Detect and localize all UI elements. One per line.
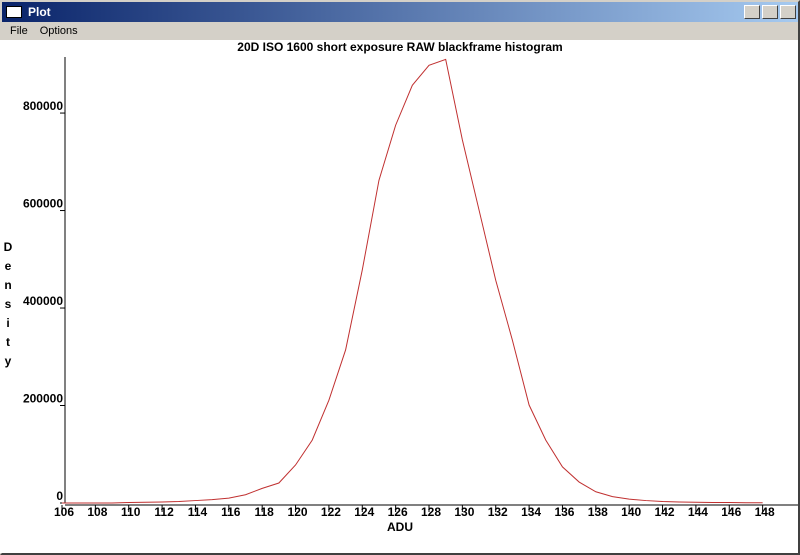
maximize-button[interactable]	[762, 5, 778, 19]
y-tick-label: 200000	[23, 392, 63, 406]
x-tick-label: 138	[588, 505, 608, 519]
window-title: Plot	[28, 5, 51, 19]
y-tick-label: 0	[56, 489, 63, 503]
x-tick-label: 110	[121, 505, 141, 519]
x-tick-label: 144	[688, 505, 708, 519]
x-tick-label: 140	[621, 505, 641, 519]
x-tick-label: 108	[87, 505, 107, 519]
x-tick-label: 148	[755, 505, 775, 519]
menu-file[interactable]: File	[10, 25, 28, 37]
x-tick-label: 120	[288, 505, 308, 519]
y-tick-label: 800000	[23, 99, 63, 113]
minimize-button[interactable]	[744, 5, 760, 19]
chart: 20D ISO 1600 short exposure RAW blackfra…	[0, 40, 798, 553]
close-button[interactable]	[780, 5, 796, 19]
menu-options[interactable]: Options	[39, 25, 78, 37]
title-bar: Plot	[2, 2, 798, 22]
x-axis-label: ADU	[387, 520, 413, 534]
x-tick-label: 126	[388, 505, 408, 519]
x-tick-label: 124	[354, 505, 374, 519]
x-tick-label: 114	[188, 505, 208, 519]
x-tick-label: 116	[221, 505, 241, 519]
x-tick-label: 106	[54, 505, 74, 519]
y-tick-label: 600000	[23, 197, 63, 211]
x-tick-label: 122	[321, 505, 341, 519]
x-tick-label: 146	[721, 505, 741, 519]
x-tick-label: 128	[421, 505, 441, 519]
menu-bar: File Options	[2, 22, 798, 40]
y-tick-label: 400000	[23, 294, 63, 308]
x-tick-label: 130	[454, 505, 474, 519]
x-tick-label: 134	[521, 505, 541, 519]
data-line	[62, 58, 763, 504]
x-tick-label: 136	[554, 505, 574, 519]
window-icon	[6, 6, 22, 18]
x-tick-label: 112	[154, 505, 174, 519]
x-tick-label: 142	[655, 505, 675, 519]
x-tick-label: 132	[488, 505, 508, 519]
x-tick-label: 118	[255, 505, 275, 519]
chart-title: 20D ISO 1600 short exposure RAW blackfra…	[237, 40, 562, 54]
